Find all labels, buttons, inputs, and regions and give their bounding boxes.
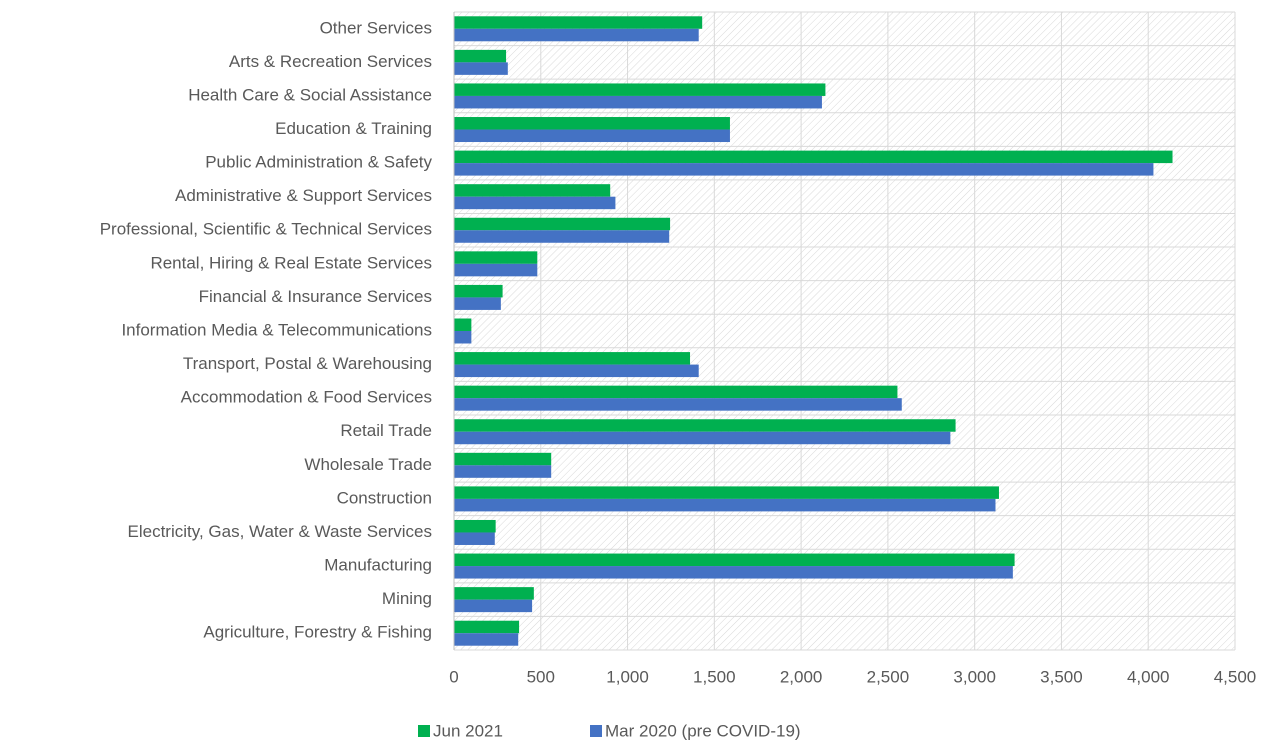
y-tick-label: Construction — [337, 488, 432, 507]
bar — [454, 532, 495, 545]
y-tick-label: Manufacturing — [324, 556, 432, 575]
y-tick-label: Administrative & Support Services — [175, 186, 432, 205]
y-tick-label: Wholesale Trade — [304, 455, 432, 474]
bar — [454, 83, 826, 96]
y-tick-label: Professional, Scientific & Technical Ser… — [100, 220, 432, 239]
y-tick-label: Retail Trade — [340, 421, 432, 440]
x-tick-label: 4,000 — [1127, 667, 1170, 686]
bar — [454, 465, 552, 478]
y-tick-label: Public Administration & Safety — [205, 153, 432, 172]
bar — [454, 385, 898, 399]
bar — [454, 553, 1015, 567]
bar — [454, 196, 616, 210]
x-tick-label: 1,000 — [606, 667, 649, 686]
legend-swatch — [590, 725, 602, 737]
bar — [454, 364, 699, 378]
bar — [454, 129, 730, 143]
bar — [454, 251, 538, 264]
y-tick-label: Other Services — [320, 18, 432, 37]
y-tick-label: Agriculture, Forestry & Fishing — [203, 623, 432, 642]
y-tick-label: Rental, Hiring & Real Estate Services — [150, 253, 432, 272]
y-tick-label: Arts & Recreation Services — [229, 52, 432, 71]
y-tick-label: Transport, Postal & Warehousing — [183, 354, 432, 373]
bar — [454, 297, 501, 310]
bar — [454, 486, 999, 499]
bar — [454, 184, 611, 197]
bar — [454, 117, 730, 130]
y-tick-label: Accommodation & Food Services — [181, 388, 432, 407]
bar — [454, 284, 503, 298]
legend-label: Mar 2020 (pre COVID-19) — [605, 721, 801, 740]
bar — [454, 419, 956, 432]
bar — [454, 620, 520, 634]
bar — [454, 28, 699, 42]
y-tick-label: Financial & Insurance Services — [199, 287, 432, 306]
x-tick-label: 2,500 — [867, 667, 910, 686]
bar — [454, 230, 670, 243]
y-tick-label: Health Care & Social Assistance — [188, 85, 432, 104]
x-tick-label: 500 — [527, 667, 555, 686]
bar — [454, 566, 1013, 579]
x-tick-label: 4,500 — [1214, 667, 1257, 686]
y-tick-label: Education & Training — [275, 119, 432, 138]
bar — [454, 398, 902, 411]
bar — [454, 452, 552, 466]
x-tick-label: 3,000 — [953, 667, 996, 686]
bar — [454, 587, 534, 600]
bar — [454, 633, 519, 646]
y-tick-label: Information Media & Telecommunications — [121, 320, 432, 339]
legend-swatch — [418, 725, 430, 737]
bar — [454, 49, 507, 63]
bar — [454, 498, 996, 512]
bar — [454, 318, 472, 331]
y-tick-label: Mining — [382, 589, 432, 608]
x-tick-label: 2,000 — [780, 667, 823, 686]
bar — [454, 599, 533, 613]
legend-label: Jun 2021 — [433, 721, 503, 740]
bar — [454, 431, 951, 445]
bar — [454, 331, 472, 344]
bar — [454, 62, 508, 75]
bar — [454, 519, 496, 533]
bar — [454, 95, 822, 109]
bar — [454, 16, 703, 29]
x-tick-label: 0 — [449, 667, 458, 686]
x-tick-label: 1,500 — [693, 667, 736, 686]
y-tick-label: Electricity, Gas, Water & Waste Services — [128, 522, 433, 541]
bar — [454, 163, 1154, 176]
bar — [454, 217, 671, 231]
x-tick-label: 3,500 — [1040, 667, 1083, 686]
bar — [454, 263, 538, 277]
bar — [454, 150, 1173, 164]
bar — [454, 352, 691, 365]
